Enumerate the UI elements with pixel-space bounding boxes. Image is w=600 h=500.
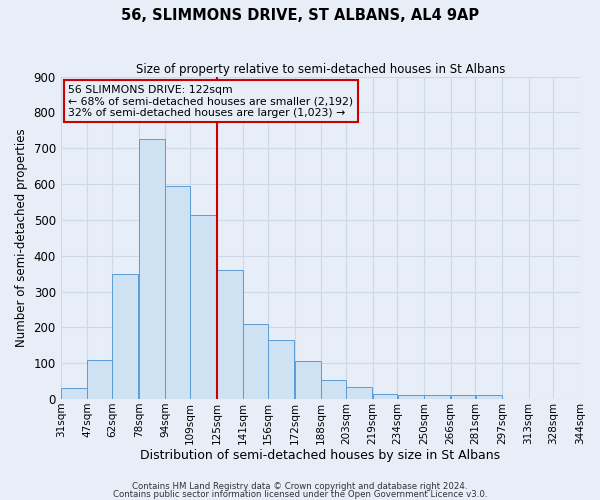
- Bar: [451, 394, 475, 399]
- Title: Size of property relative to semi-detached houses in St Albans: Size of property relative to semi-detach…: [136, 62, 505, 76]
- Text: 56 SLIMMONS DRIVE: 122sqm
← 68% of semi-detached houses are smaller (2,192)
32% : 56 SLIMMONS DRIVE: 122sqm ← 68% of semi-…: [68, 84, 353, 118]
- Bar: [61, 388, 87, 399]
- Bar: [112, 274, 139, 399]
- X-axis label: Distribution of semi-detached houses by size in St Albans: Distribution of semi-detached houses by …: [140, 450, 500, 462]
- Bar: [268, 340, 295, 399]
- Text: Contains public sector information licensed under the Open Government Licence v3: Contains public sector information licen…: [113, 490, 487, 499]
- Bar: [398, 394, 424, 399]
- Text: 56, SLIMMONS DRIVE, ST ALBANS, AL4 9AP: 56, SLIMMONS DRIVE, ST ALBANS, AL4 9AP: [121, 8, 479, 22]
- Bar: [373, 394, 397, 399]
- Bar: [295, 362, 321, 399]
- Bar: [166, 186, 190, 399]
- Bar: [346, 386, 373, 399]
- Text: Contains HM Land Registry data © Crown copyright and database right 2024.: Contains HM Land Registry data © Crown c…: [132, 482, 468, 491]
- Bar: [190, 214, 217, 399]
- Bar: [424, 394, 451, 399]
- Bar: [217, 270, 243, 399]
- Bar: [322, 380, 346, 399]
- Bar: [139, 140, 165, 399]
- Bar: [244, 324, 268, 399]
- Y-axis label: Number of semi-detached properties: Number of semi-detached properties: [15, 128, 28, 347]
- Bar: [476, 394, 502, 399]
- Bar: [88, 360, 112, 399]
